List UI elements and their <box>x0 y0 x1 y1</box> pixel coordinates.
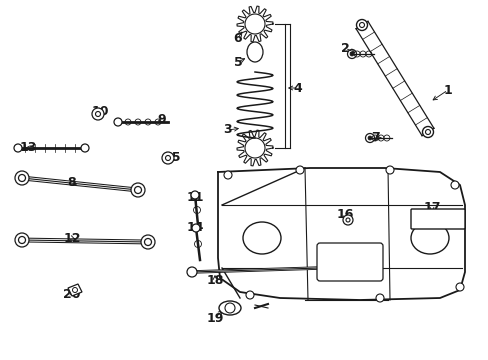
Circle shape <box>450 181 458 189</box>
Circle shape <box>81 144 89 152</box>
Text: 2: 2 <box>340 41 348 54</box>
Text: 17: 17 <box>423 202 440 215</box>
Circle shape <box>14 144 22 152</box>
Text: 18: 18 <box>206 274 223 287</box>
Circle shape <box>141 235 155 249</box>
Circle shape <box>191 191 199 199</box>
Text: 5: 5 <box>233 55 242 68</box>
Ellipse shape <box>246 42 263 62</box>
Circle shape <box>349 52 353 56</box>
Text: 10: 10 <box>91 105 108 118</box>
Text: 11: 11 <box>186 192 203 204</box>
Text: 4: 4 <box>293 81 302 94</box>
Text: 16: 16 <box>336 208 353 221</box>
Text: 19: 19 <box>206 311 223 324</box>
Polygon shape <box>68 284 82 296</box>
Ellipse shape <box>243 222 281 254</box>
Circle shape <box>186 267 197 277</box>
Text: 3: 3 <box>223 123 232 136</box>
Circle shape <box>15 171 29 185</box>
FancyBboxPatch shape <box>410 209 464 229</box>
Circle shape <box>224 303 235 313</box>
Circle shape <box>245 291 253 299</box>
Text: 6: 6 <box>233 31 242 45</box>
Circle shape <box>295 166 304 174</box>
Circle shape <box>15 233 29 247</box>
Circle shape <box>162 152 174 164</box>
Circle shape <box>367 136 371 140</box>
Circle shape <box>375 294 383 302</box>
Text: 15: 15 <box>163 152 181 165</box>
Circle shape <box>192 224 200 232</box>
Circle shape <box>385 166 393 174</box>
Text: 13: 13 <box>19 141 37 154</box>
Circle shape <box>422 126 433 138</box>
Ellipse shape <box>219 301 241 315</box>
Text: 1: 1 <box>443 84 451 96</box>
Circle shape <box>92 108 104 120</box>
Circle shape <box>356 19 367 31</box>
Text: 9: 9 <box>157 113 166 126</box>
Text: 14: 14 <box>186 221 203 234</box>
Text: 7: 7 <box>370 131 379 144</box>
Ellipse shape <box>410 222 448 254</box>
FancyBboxPatch shape <box>316 243 382 281</box>
Text: 8: 8 <box>67 176 76 189</box>
Text: 20: 20 <box>63 288 81 301</box>
Circle shape <box>342 215 352 225</box>
Circle shape <box>114 118 122 126</box>
Circle shape <box>224 171 231 179</box>
Circle shape <box>455 283 463 291</box>
Text: 12: 12 <box>63 231 81 244</box>
Circle shape <box>131 183 145 197</box>
